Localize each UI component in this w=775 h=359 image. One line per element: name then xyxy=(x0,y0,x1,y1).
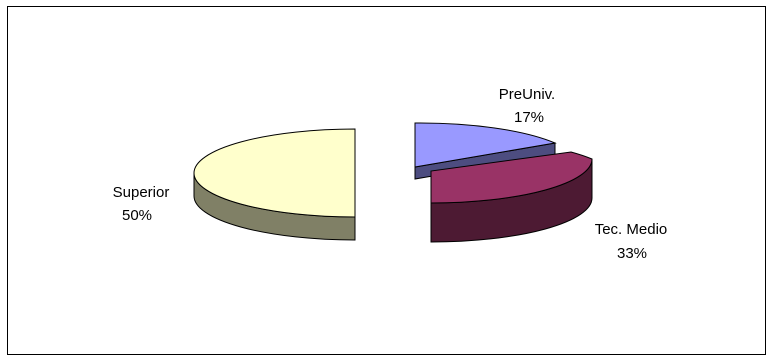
label-superior-category: Superior xyxy=(113,184,170,201)
slice-superior-top xyxy=(193,128,356,218)
slice-preuniv-top xyxy=(414,122,557,168)
slice-superior xyxy=(193,128,356,241)
label-tec-medio-value: 33% xyxy=(617,245,647,262)
label-tec-medio-category: Tec. Medio xyxy=(595,221,668,238)
chart-area xyxy=(7,6,766,355)
slice-tec-medio-top xyxy=(430,151,593,204)
label-preuniv-value: 17% xyxy=(514,109,544,126)
label-preuniv-category: PreUniv. xyxy=(499,86,555,103)
slice-tec-medio xyxy=(430,151,593,243)
label-superior-value: 50% xyxy=(122,207,152,224)
